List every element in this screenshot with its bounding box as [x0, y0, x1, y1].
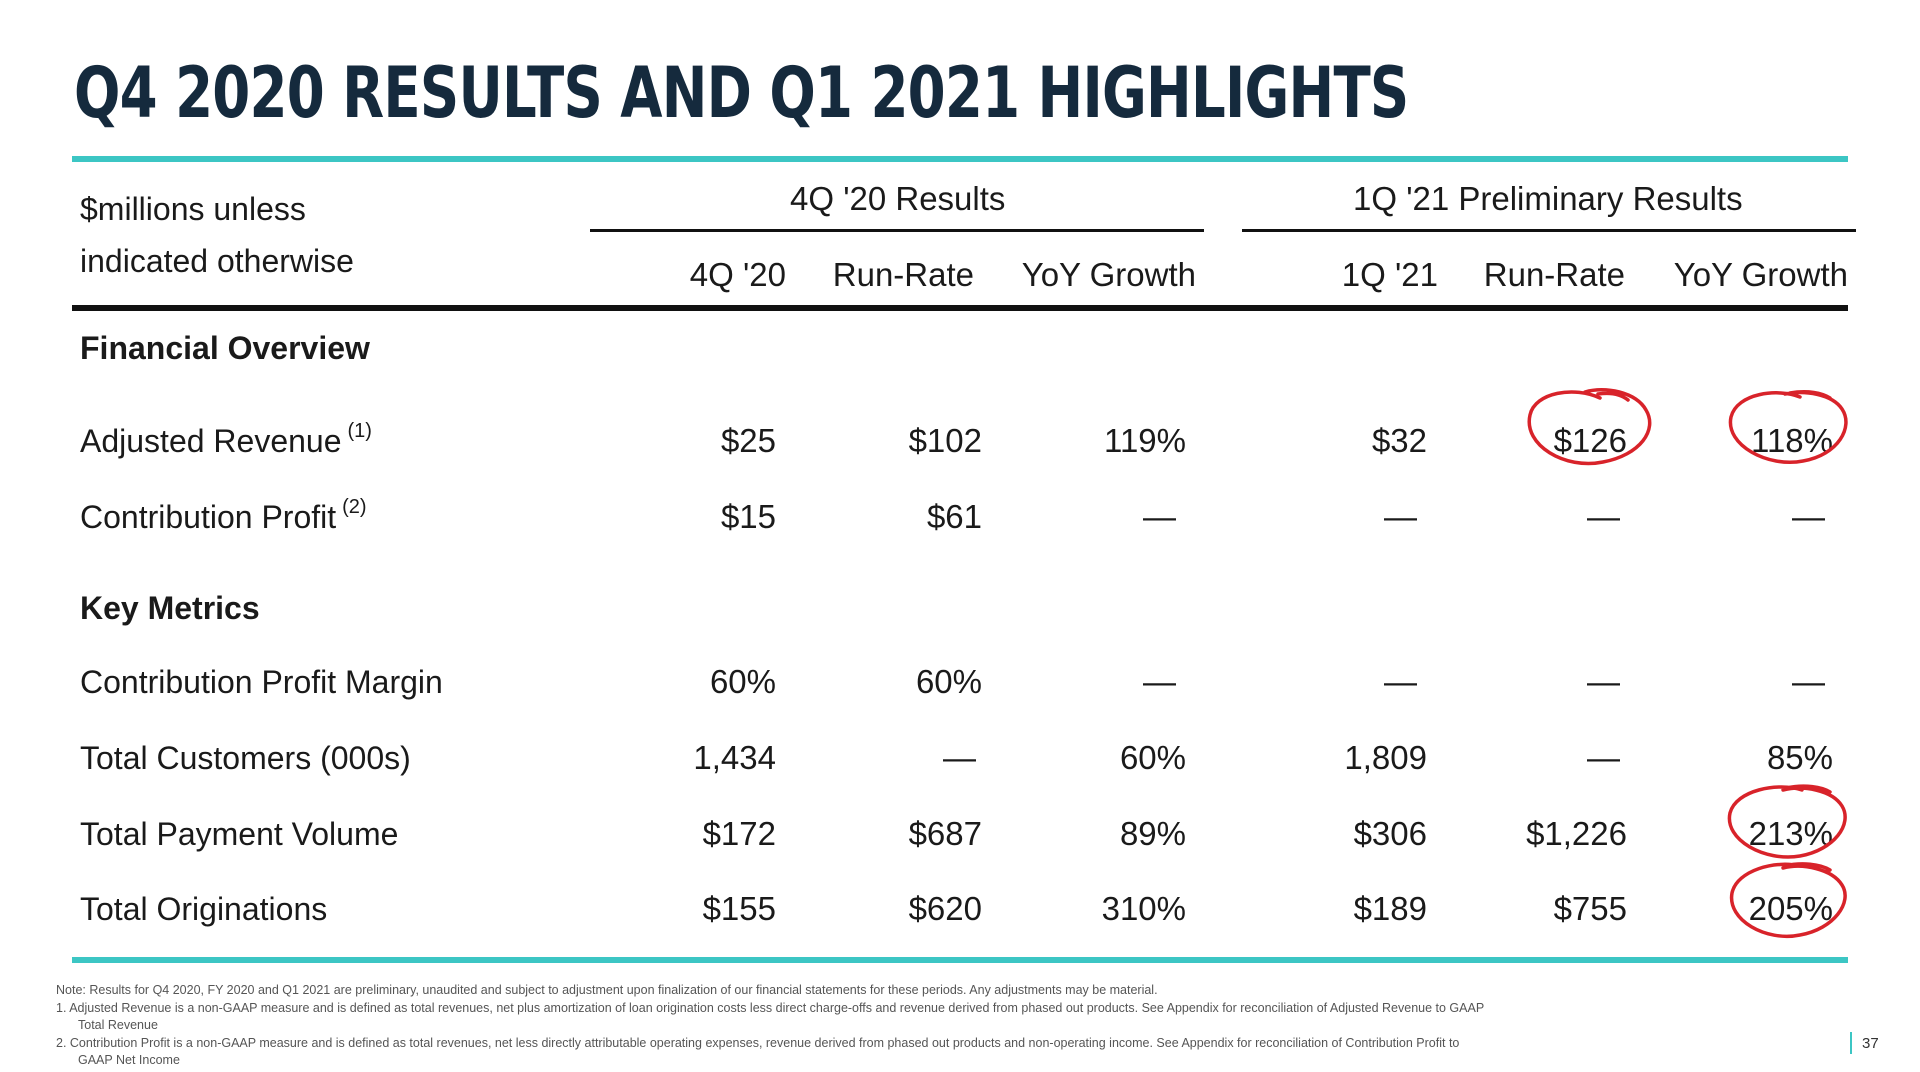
- cell-cp-margin-run-rate-q4: 60%: [915, 663, 982, 700]
- footnote-preliminary: Note: Results for Q4 2020, FY 2020 and Q…: [56, 983, 1158, 997]
- highlight-circle-yoy-118: [1728, 390, 1848, 464]
- cell-customers-run-rate-q1: —: [1587, 739, 1620, 776]
- units-label-line2: indicated otherwise: [80, 243, 354, 279]
- highlight-circle-yoy-213: [1727, 784, 1847, 859]
- footnote-2-cont: GAAP Net Income: [78, 1053, 180, 1067]
- group-underline-q1: [1242, 229, 1856, 232]
- row-label-contribution-profit: Contribution Profit (2): [80, 496, 367, 535]
- cell-originations-yoy-q4: 310%: [1101, 890, 1186, 927]
- row-label-adjusted-revenue: Adjusted Revenue (1): [80, 420, 372, 459]
- cell-contribution-profit-run-rate-q1: —: [1587, 498, 1620, 535]
- footnote-ref-1: (1): [347, 420, 372, 442]
- cell-customers-yoy-q1: 85%: [1766, 739, 1833, 776]
- cell-originations-1q21: $189: [1353, 890, 1427, 927]
- cell-cp-margin-run-rate-q1: —: [1587, 663, 1620, 700]
- cell-originations-run-rate-q4: $620: [908, 890, 982, 927]
- cell-contribution-profit-yoy-q1: —: [1792, 498, 1825, 535]
- cell-adjusted-revenue-4q20: $25: [720, 422, 776, 459]
- row-label-total-customers: Total Customers (000s): [80, 740, 411, 776]
- col-header-4q20: 4Q '20: [689, 256, 786, 293]
- cell-contribution-profit-1q21: —: [1384, 498, 1417, 535]
- cell-cp-margin-1q21: —: [1384, 663, 1417, 700]
- cell-adjusted-revenue-1q21: $32: [1371, 422, 1427, 459]
- col-header-yoy-q1: YoY Growth: [1673, 256, 1848, 293]
- footnotes: Note: Results for Q4 2020, FY 2020 and Q…: [56, 982, 1836, 1070]
- cell-customers-4q20: 1,434: [693, 739, 776, 776]
- highlight-circle-yoy-205: [1729, 862, 1847, 938]
- section-key-metrics: Key Metrics: [80, 590, 260, 626]
- cell-adjusted-revenue-run-rate-q4: $102: [908, 422, 982, 459]
- footnote-2: 2. Contribution Profit is a non-GAAP mea…: [56, 1035, 1460, 1050]
- cell-contribution-profit-4q20: $15: [720, 498, 776, 535]
- col-header-run-rate-q4: Run-Rate: [832, 256, 974, 293]
- col-header-run-rate-q1: Run-Rate: [1483, 256, 1625, 293]
- group-header-q4-2020: 4Q '20 Results: [790, 180, 1006, 217]
- cell-tpv-run-rate-q4: $687: [908, 815, 982, 852]
- cell-originations-4q20: $155: [702, 890, 776, 927]
- cell-tpv-4q20: $172: [702, 815, 776, 852]
- units-label-line1: $millions unless: [80, 191, 306, 227]
- page-number: 37: [1850, 1032, 1879, 1054]
- cell-originations-yoy-q1: 205%: [1748, 890, 1833, 927]
- row-label-contribution-profit-margin: Contribution Profit Margin: [80, 664, 443, 700]
- footnote-ref-2: (2): [342, 496, 367, 518]
- cell-adjusted-revenue-run-rate-q1: $126: [1553, 422, 1627, 459]
- group-underline-q4: [590, 229, 1204, 232]
- cell-tpv-yoy-q1: 213%: [1748, 815, 1833, 852]
- top-divider: [72, 156, 1848, 162]
- cell-tpv-yoy-q4: 89%: [1119, 815, 1186, 852]
- cell-customers-run-rate-q4: —: [943, 739, 976, 776]
- cell-contribution-profit-yoy-q4: —: [1143, 498, 1176, 535]
- cell-adjusted-revenue-yoy-q1: 118%: [1751, 422, 1833, 459]
- cell-tpv-1q21: $306: [1353, 815, 1427, 852]
- row-label-total-originations: Total Originations: [80, 891, 328, 927]
- col-header-yoy-q4: YoY Growth: [1021, 256, 1196, 293]
- footnote-1: 1. Adjusted Revenue is a non-GAAP measur…: [56, 1000, 1485, 1015]
- col-header-1q21: 1Q '21: [1341, 256, 1438, 293]
- group-header-q1-2021: 1Q '21 Preliminary Results: [1353, 180, 1743, 217]
- cell-adjusted-revenue-yoy-q4: 119%: [1104, 422, 1186, 459]
- cell-contribution-profit-run-rate-q4: $61: [926, 498, 982, 535]
- cell-customers-1q21: 1,809: [1344, 739, 1427, 776]
- highlight-circle-run-rate-126: [1527, 388, 1652, 466]
- cell-tpv-run-rate-q1: $1,226: [1526, 815, 1627, 852]
- cell-cp-margin-4q20: 60%: [709, 663, 776, 700]
- footnote-1-cont: Total Revenue: [78, 1018, 158, 1032]
- cell-originations-run-rate-q1: $755: [1553, 890, 1627, 927]
- cell-cp-margin-yoy-q4: —: [1143, 663, 1176, 700]
- bottom-divider: [72, 957, 1848, 963]
- section-financial-overview: Financial Overview: [80, 330, 370, 366]
- row-label-total-payment-volume: Total Payment Volume: [80, 816, 399, 852]
- page-title: Q4 2020 RESULTS AND Q1 2021 HIGHLIGHTS: [74, 52, 1409, 134]
- cell-cp-margin-yoy-q1: —: [1792, 663, 1825, 700]
- header-rule: [72, 305, 1848, 311]
- cell-customers-yoy-q4: 60%: [1119, 739, 1186, 776]
